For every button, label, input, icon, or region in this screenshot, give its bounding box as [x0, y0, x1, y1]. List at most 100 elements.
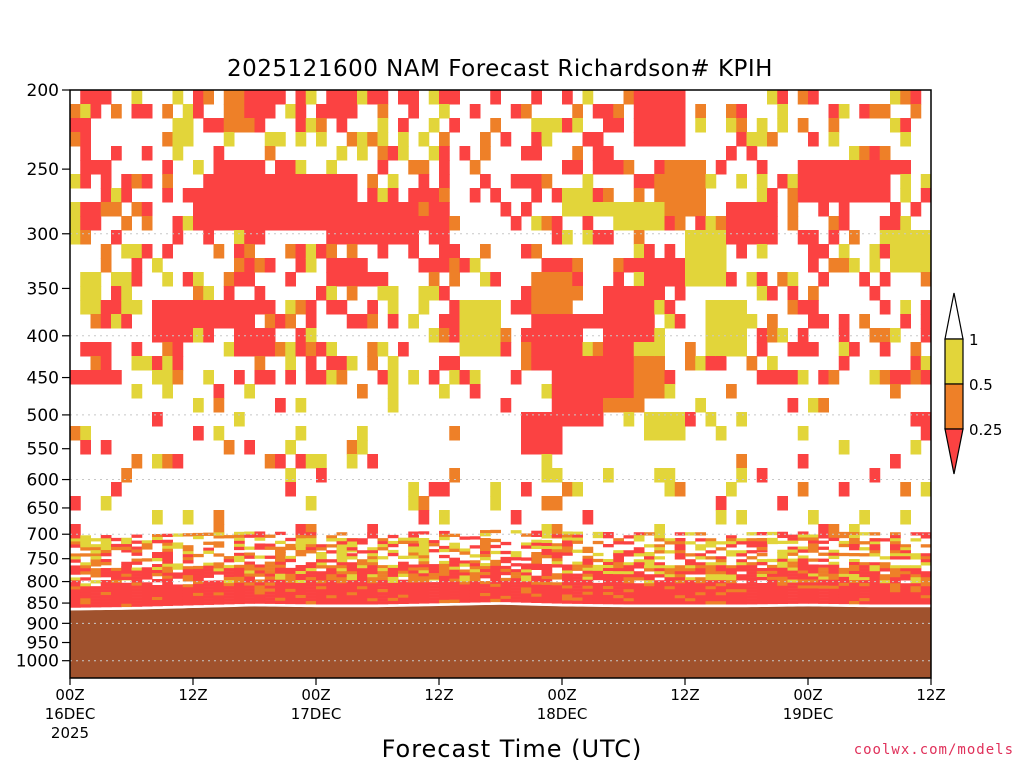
ri-cell-orange — [223, 104, 235, 119]
ri-cell-red — [531, 342, 542, 357]
ri-cell-red — [838, 160, 850, 175]
ri-streak-yellow — [685, 532, 696, 536]
ri-streak-red — [490, 571, 501, 576]
ri-cell-yellow — [459, 314, 471, 329]
ri-streak-red — [469, 536, 481, 540]
ri-streak-red — [603, 544, 614, 548]
ri-cell-red — [879, 160, 891, 175]
ri-cell-yellow — [736, 342, 747, 357]
ri-streak-red — [726, 571, 737, 575]
ri-cell-red — [305, 188, 317, 203]
ri-streak-red — [275, 531, 286, 536]
ri-streak-red — [510, 557, 522, 561]
ri-streak-red — [100, 535, 112, 539]
ri-streak-red — [295, 583, 307, 587]
ri-streak-red — [490, 577, 501, 582]
ri-cell-orange — [80, 230, 91, 245]
ri-streak-orange — [767, 570, 778, 575]
ri-cell-yellow — [541, 524, 553, 539]
ri-cell-yellow — [326, 160, 337, 175]
ri-cell-orange — [439, 328, 450, 343]
ri-streak-red — [162, 587, 173, 592]
ri-streak-red — [70, 601, 81, 605]
ri-streak-orange — [254, 585, 266, 589]
ri-cell-red — [152, 328, 163, 343]
ri-streak-orange — [715, 559, 727, 563]
y-tick-label: 500 — [27, 406, 59, 426]
ri-streak-orange — [244, 582, 255, 586]
ri-streak-red — [398, 597, 409, 601]
ri-streak-orange — [787, 552, 799, 556]
ri-cell-yellow — [90, 300, 102, 315]
ri-streak-red — [510, 584, 522, 588]
ri-cell-red — [490, 272, 501, 287]
x-tick-label: 12Z — [916, 686, 945, 704]
ri-streak-red — [705, 592, 717, 596]
ri-cell-red — [459, 370, 471, 385]
ri-cell-red — [521, 146, 532, 161]
ri-streak-red — [746, 592, 758, 596]
ri-streak-red — [500, 580, 512, 585]
ri-cell-red — [603, 342, 614, 357]
ri-streak-red — [869, 589, 881, 593]
ri-cell-orange — [121, 216, 132, 231]
ri-cell-yellow — [613, 202, 624, 217]
ri-streak-red — [541, 563, 553, 568]
ri-streak-red — [367, 565, 378, 569]
ri-cell-red — [818, 272, 829, 287]
ri-cell-orange — [849, 230, 860, 245]
ri-streak-red — [193, 571, 204, 576]
ri-streak-yellow — [705, 541, 717, 545]
ri-streak-red — [469, 545, 481, 549]
ri-streak-yellow — [797, 534, 809, 538]
ri-streak-red — [387, 600, 399, 605]
ri-cell-yellow — [654, 328, 665, 343]
ri-cell-red — [551, 188, 563, 203]
ri-cell-yellow — [551, 468, 563, 483]
ri-streak-red — [418, 564, 430, 568]
ri-streak-red — [428, 591, 440, 595]
ri-streak-orange — [182, 575, 194, 579]
ri-cell-red — [541, 328, 553, 343]
ri-streak-orange — [838, 552, 850, 557]
ri-cell-yellow — [654, 300, 665, 315]
ri-cell-red — [244, 328, 255, 343]
ri-streak-red — [316, 571, 327, 575]
ri-streak-yellow — [572, 537, 583, 541]
ri-cell-red — [295, 342, 307, 357]
ri-streak-red — [172, 590, 184, 594]
ri-streak-red — [439, 530, 450, 535]
ri-cell-orange — [131, 454, 143, 469]
ri-cell-yellow — [182, 510, 194, 525]
ri-streak-red — [295, 577, 307, 581]
ri-streak-red — [828, 564, 840, 569]
ri-streak-red — [531, 596, 542, 600]
ri-streak-red — [490, 592, 501, 597]
ri-cell-red — [418, 188, 430, 203]
ri-cell-orange — [275, 342, 286, 357]
ri-streak-yellow — [490, 550, 501, 555]
ri-streak-red — [572, 600, 583, 604]
ri-streak-red — [531, 578, 542, 582]
ri-cell-yellow — [336, 538, 348, 553]
ri-streak-red — [879, 589, 891, 593]
ri-streak-red — [705, 598, 717, 602]
y-tick-label: 900 — [27, 614, 59, 634]
ri-cell-red — [603, 370, 614, 385]
ri-streak-red — [756, 586, 768, 590]
ri-streak-yellow — [275, 573, 286, 578]
ri-streak-red — [613, 553, 624, 557]
ri-streak-yellow — [746, 532, 758, 536]
ri-cell-orange — [377, 146, 389, 161]
ri-streak-red — [715, 586, 727, 590]
ri-cell-yellow — [357, 132, 368, 147]
ri-streak-red — [808, 540, 819, 544]
ri-streak-red — [756, 532, 768, 536]
ri-streak-red — [254, 543, 266, 547]
ri-cell-red — [818, 174, 829, 189]
ri-streak-red — [275, 561, 286, 566]
ri-cell-red — [80, 174, 91, 189]
ri-streak-orange — [449, 578, 460, 582]
ri-streak-red — [234, 582, 245, 587]
ri-cell-red — [316, 104, 327, 119]
